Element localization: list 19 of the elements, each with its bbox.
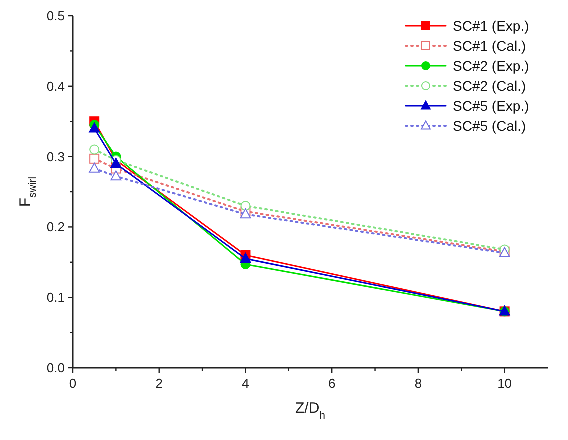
x-axis-title: Z/D$_{h}$ xyxy=(295,400,326,422)
legend-label: SC#2 (Exp.) xyxy=(453,58,530,74)
x-tick-label: 8 xyxy=(414,376,422,391)
legend-label: SC#1 (Cal.) xyxy=(453,38,526,54)
x-tick-label: 10 xyxy=(498,376,512,391)
legend-label: SC#1 (Exp.) xyxy=(453,18,530,34)
x-tick-label: 4 xyxy=(242,376,250,391)
x-tick-label: 2 xyxy=(156,376,163,391)
x-tick-label: 6 xyxy=(328,376,336,391)
legend-label: SC#2 (Cal.) xyxy=(453,78,526,94)
y-tick-label: 0.1 xyxy=(46,290,65,306)
x-tick-label: 0 xyxy=(69,376,77,391)
text: 0.0 xyxy=(46,360,65,376)
y-tick-label: 0.4 xyxy=(46,78,65,94)
legend-label: SC#5 (Exp.) xyxy=(453,98,530,114)
legend-label: SC#5 (Cal.) xyxy=(453,118,526,134)
y-tick-label: 0.2 xyxy=(46,220,65,235)
y-tick-label: 0.5 xyxy=(46,8,65,24)
y-tick-label: 0.3 xyxy=(46,149,65,164)
